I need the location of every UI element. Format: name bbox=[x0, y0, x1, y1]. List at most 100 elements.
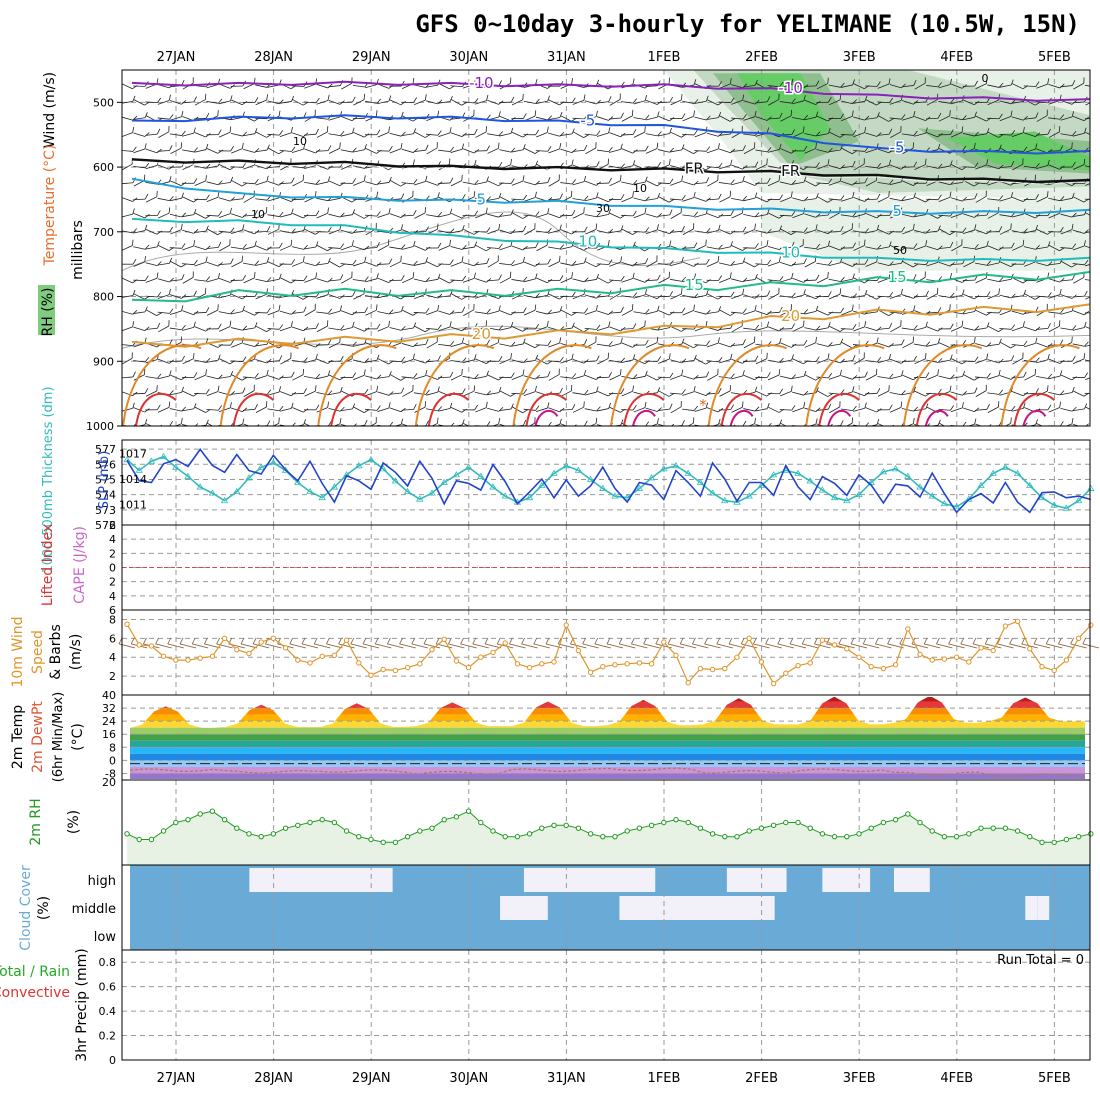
wind-barb-shaft bbox=[255, 278, 268, 283]
wind-barb bbox=[279, 126, 293, 138]
wind-barb bbox=[731, 288, 745, 299]
wind-barb bbox=[523, 323, 540, 330]
wind-barb bbox=[548, 275, 564, 281]
wind-barb-shaft bbox=[828, 84, 841, 88]
wind-barb-flag bbox=[352, 403, 356, 410]
wind-barb-flag bbox=[620, 143, 623, 150]
wind-barb-flag bbox=[449, 422, 455, 426]
wind-barb-shaft bbox=[646, 260, 658, 268]
wind-barb-flag bbox=[498, 325, 504, 331]
wind-barb-shaft bbox=[340, 164, 353, 170]
wind-barb bbox=[255, 94, 268, 106]
wind-barb-shaft bbox=[926, 343, 939, 347]
wind-barb bbox=[816, 291, 832, 298]
wind-barb bbox=[182, 352, 195, 365]
wind-barb-shaft bbox=[548, 148, 560, 154]
wind-barb-shaft bbox=[938, 409, 951, 411]
wind-barb-shaft bbox=[122, 163, 133, 171]
wind-barb-shaft bbox=[694, 358, 706, 365]
wind-barb bbox=[169, 111, 184, 121]
wind-barb-flag bbox=[729, 385, 731, 391]
wind-barb bbox=[950, 289, 965, 299]
wind-barb-flag bbox=[815, 142, 817, 149]
wind-barb-flag bbox=[693, 293, 699, 299]
wind-barb-shaft bbox=[621, 165, 634, 169]
wind-barb bbox=[926, 194, 942, 201]
wind-barb-shaft bbox=[913, 295, 927, 298]
wind-barb bbox=[450, 357, 467, 363]
wind-barb-shaft bbox=[548, 117, 560, 120]
wind-barb-shaft bbox=[987, 392, 1000, 395]
wind-barb bbox=[438, 259, 454, 265]
wind-barb-shaft bbox=[523, 375, 536, 380]
wind-barb-flag bbox=[534, 191, 537, 198]
wind-barb bbox=[426, 212, 443, 218]
wind-barb-shaft bbox=[450, 246, 463, 250]
wind-barb-shaft bbox=[133, 293, 145, 300]
wind-barb-shaft bbox=[291, 360, 304, 363]
wind-barb bbox=[755, 147, 772, 153]
wind-barb-flag bbox=[571, 353, 574, 360]
wind-barb-flag bbox=[279, 211, 284, 217]
wind-barb-flag bbox=[681, 225, 685, 232]
wind-barb-shaft bbox=[365, 375, 377, 380]
wind-barb bbox=[962, 193, 978, 201]
wind-barb-shaft bbox=[255, 231, 268, 233]
wind-barb bbox=[194, 132, 211, 138]
wind-barb bbox=[328, 418, 342, 426]
wind-barb bbox=[877, 97, 894, 104]
wind-barb-flag bbox=[461, 256, 464, 263]
wind-barb bbox=[316, 358, 333, 364]
wind-barb bbox=[718, 179, 735, 185]
wind-barb bbox=[560, 373, 577, 379]
wind-barb-flag bbox=[571, 260, 577, 266]
wind-barb-shaft bbox=[231, 180, 243, 187]
wind-barb bbox=[658, 390, 675, 397]
wind-barb-flag bbox=[632, 129, 637, 135]
wind-barb-shaft bbox=[779, 214, 792, 217]
wind-barb-shaft bbox=[548, 132, 560, 137]
wind-barb-shaft bbox=[426, 310, 438, 316]
wind-barb-shaft bbox=[987, 231, 1000, 233]
wind-barb-shaft bbox=[438, 132, 451, 137]
wind-barb-flag bbox=[583, 257, 587, 264]
wind-barb-flag bbox=[535, 98, 540, 104]
wind-barb-flag bbox=[1022, 352, 1024, 359]
wind-barb-flag bbox=[352, 372, 357, 378]
wind-barb bbox=[865, 244, 882, 250]
wind-barb-flag bbox=[132, 239, 134, 246]
wind-barb bbox=[303, 97, 320, 104]
wind-barb-flag bbox=[290, 321, 293, 328]
wind-barb-shaft bbox=[609, 212, 621, 219]
wind-barb-flag bbox=[596, 161, 600, 167]
wind-barb-flag bbox=[363, 409, 370, 413]
wind-barb bbox=[438, 321, 452, 332]
wind-barb-shaft bbox=[779, 295, 792, 298]
wind-barb-flag bbox=[620, 112, 624, 119]
wind-barb-flag bbox=[974, 162, 979, 168]
wind-barb-shaft bbox=[950, 391, 963, 396]
wind-barb-shaft bbox=[231, 293, 243, 300]
wind-barb-shaft bbox=[816, 376, 829, 379]
wind-barb-shaft bbox=[902, 423, 914, 426]
wind-barb bbox=[304, 241, 319, 250]
wind-barb bbox=[267, 324, 284, 330]
wind-barb bbox=[218, 126, 232, 138]
wind-barb-shaft bbox=[1011, 149, 1024, 152]
wind-barb-shaft bbox=[743, 279, 756, 282]
wind-barb-flag bbox=[827, 159, 830, 166]
wind-barb-flag bbox=[620, 337, 623, 344]
wind-barb-shaft bbox=[999, 214, 1012, 217]
wind-barb-flag bbox=[913, 192, 916, 199]
wind-barb-flag bbox=[327, 339, 332, 345]
wind-barb-shaft bbox=[1011, 101, 1024, 104]
wind-barb-shaft bbox=[535, 213, 548, 218]
wind-barb-flag bbox=[1011, 161, 1015, 167]
wind-barb bbox=[523, 293, 540, 299]
wind-barb-flag bbox=[901, 370, 904, 377]
wind-barb bbox=[938, 98, 955, 104]
wind-barb-shaft bbox=[255, 406, 267, 413]
wind-barb bbox=[267, 355, 283, 363]
wind-barb-flag bbox=[449, 259, 454, 265]
